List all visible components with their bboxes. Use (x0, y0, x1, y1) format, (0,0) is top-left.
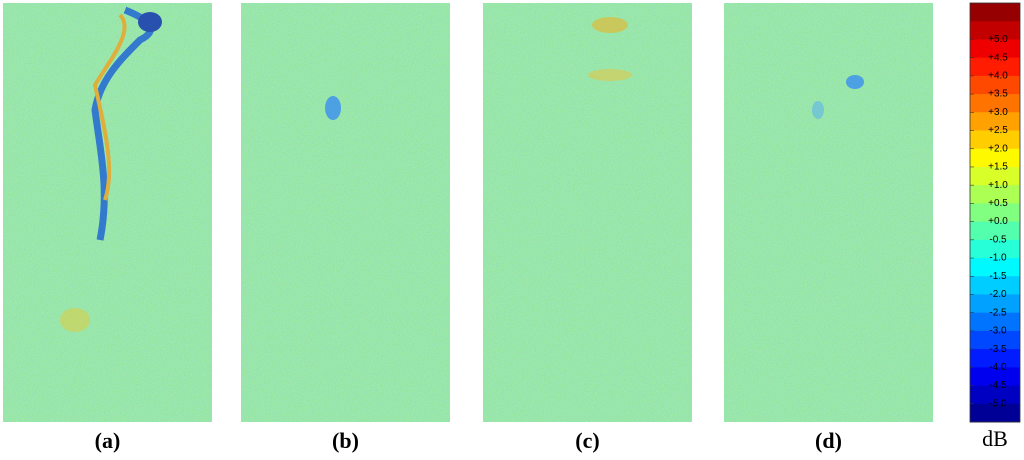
colorbar-segment (970, 3, 1020, 22)
colorbar-tick-label: -4.0 (989, 362, 1007, 373)
colorbar-tick-label: -2.5 (989, 307, 1007, 318)
panel-label: (b) (332, 428, 359, 453)
colorbar-segment (970, 21, 1020, 40)
colorbar-unit: dB (982, 426, 1008, 451)
blob (60, 308, 90, 332)
panel-label: (d) (815, 428, 842, 453)
colorbar-tick-label: +2.0 (988, 143, 1008, 154)
panel-label: (c) (575, 428, 599, 453)
colorbar-segment (970, 94, 1020, 113)
colorbar-tick-label: +4.5 (988, 52, 1008, 63)
colorbar-segment (970, 276, 1020, 295)
blob (138, 12, 162, 32)
change-features (60, 6, 864, 332)
colorbar-frame (969, 2, 1021, 423)
colorbar-segment (970, 403, 1020, 423)
colorbar-tick-label: +5.0 (988, 34, 1008, 45)
colorbar-segment (970, 221, 1020, 241)
colorbar-tick-label: +3.0 (988, 107, 1008, 118)
colorbar-segment (970, 112, 1020, 132)
blob (325, 96, 341, 120)
colorbar-segment (970, 349, 1020, 368)
colorbar-segment (970, 239, 1020, 259)
colorbar-segment (970, 166, 1020, 186)
colorbar-segment (970, 130, 1020, 150)
panels: (a) (b) (c) (d) (3, 3, 933, 453)
colorbar: +5.0 +4.5 +4.0 +3.5 +3.0 +2.5 +2.0 +1.5 +1.0 +0.5… (969, 2, 1021, 423)
colorbar-segment (970, 185, 1020, 204)
colorbar-tick-label: +1.0 (988, 180, 1008, 191)
colorbar-tick-label: +2.5 (988, 125, 1008, 136)
colorbar-segment (970, 312, 1020, 332)
colorbar-tick-label: +0.5 (988, 198, 1008, 209)
streak (92, 13, 127, 201)
colorbar-segment (970, 367, 1020, 387)
colorbar-segment (970, 75, 1020, 95)
blob (846, 75, 864, 89)
colorbar-tick-label: -3.5 (989, 344, 1007, 355)
blob (592, 17, 628, 33)
colorbar-tick-label: -5.0 (989, 398, 1007, 409)
colorbar-tick-label: -1.0 (989, 253, 1007, 264)
panel-noise (724, 3, 933, 422)
blob (812, 101, 824, 119)
panel-noise (241, 3, 450, 422)
colorbar-tick-label: -2.0 (989, 289, 1007, 300)
colorbar-tick-label: -4.5 (989, 380, 1007, 391)
colorbar-tick-label: -0.5 (989, 234, 1007, 245)
colorbar-segment (970, 258, 1020, 277)
colorbar-segment (970, 385, 1020, 405)
colorbar-segment (970, 148, 1020, 168)
colorbar-tick-label: +4.0 (988, 71, 1008, 82)
colorbar-segment (970, 203, 1020, 223)
panel-label: (a) (95, 428, 121, 453)
colorbar-tick-label: -1.5 (989, 271, 1007, 282)
colorbar-segment (970, 39, 1020, 59)
colorbar-tick-label: +3.5 (988, 89, 1008, 100)
colorbar-tick-label: +1.5 (988, 162, 1008, 173)
colorbar-segment (970, 294, 1020, 314)
colorbar-tick-label: +0.0 (988, 216, 1008, 227)
colorbar-segment (970, 330, 1020, 350)
blob (588, 69, 632, 81)
colorbar-tick-label: -3.0 (989, 326, 1007, 337)
panel-noise (483, 3, 692, 422)
colorbar-segment (970, 57, 1020, 77)
